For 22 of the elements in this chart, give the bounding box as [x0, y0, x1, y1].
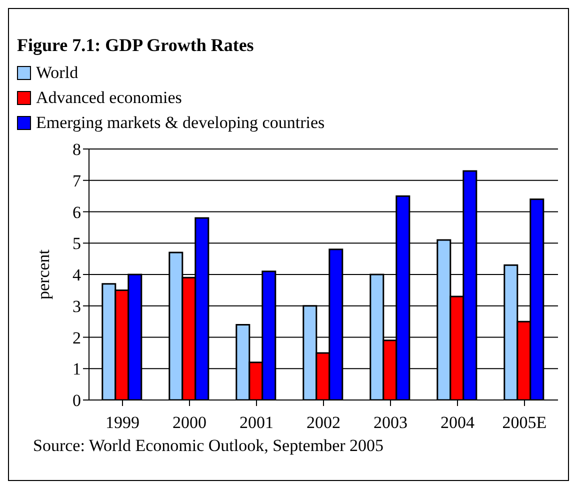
legend-label: Emerging markets & developing countries: [36, 112, 325, 134]
x-tick-label: 2005E: [502, 413, 547, 432]
y-tick-label: 2: [72, 328, 81, 348]
x-tick-label: 2003: [374, 413, 408, 432]
y-tick-label: 1: [72, 360, 81, 379]
y-axis-title: percent: [34, 249, 54, 300]
legend-label: World: [36, 62, 78, 84]
x-tick-label: 2004: [440, 413, 475, 432]
y-tick-label: 3: [72, 296, 81, 316]
y-tick-label: 7: [72, 171, 82, 190]
x-tick-label: 2002: [306, 413, 340, 432]
chart-title: Figure 7.1: GDP Growth Rates: [17, 35, 255, 56]
source-note: Source: World Economic Outlook, September 2005: [33, 436, 385, 456]
y-tick-label: 0: [72, 391, 81, 410]
y-tick-label: 5: [72, 234, 81, 254]
x-tick-label: 1999: [106, 413, 140, 432]
y-tick-label: 6: [72, 202, 81, 222]
x-tick-label: 2000: [172, 413, 206, 432]
legend-label: Advanced economies: [36, 87, 182, 109]
x-tick-label: 2001: [240, 413, 274, 432]
y-tick-label: 4: [72, 266, 82, 285]
y-tick-label: 8: [72, 140, 81, 160]
